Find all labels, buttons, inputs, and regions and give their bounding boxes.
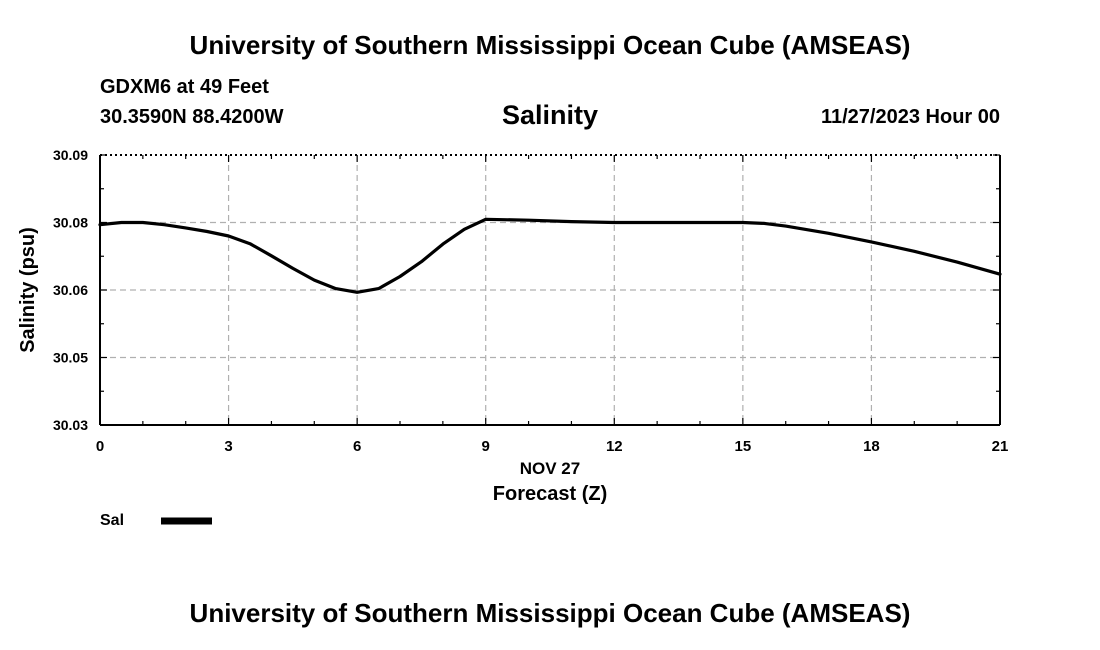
y-tick-label: 30.09 [53,147,88,163]
legend-label: Sal [100,512,124,529]
y-tick-label: 30.08 [53,215,88,231]
x-tick-label: 3 [224,438,232,455]
series-line-sal [98,217,1002,294]
x-axis-date-label: NOV 27 [520,459,580,478]
coordinates-label: 30.3590N 88.4200W [100,106,284,128]
chart-title: Salinity [501,100,599,130]
x-tick-label: 9 [482,438,490,455]
forecast-datetime: 11/27/2023 Hour 00 [820,106,1000,128]
x-tick-label: 6 [353,438,361,455]
x-tick-label: 21 [992,438,1009,455]
page-title: University of Southern Mississippi Ocean… [189,30,911,60]
y-tick-label: 30.03 [53,417,88,433]
y-tick-label: 30.05 [53,350,88,366]
x-tick-label: 15 [735,438,752,455]
footer-title: University of Southern Mississippi Ocean… [189,598,911,628]
station-label: GDXM6 at 49 Feet [100,76,269,98]
x-axis-label: Forecast (Z) [493,483,607,505]
y-axis-label: Salinity (psu) [17,227,39,353]
y-tick-label: 30.06 [53,282,88,298]
x-tick-label: 0 [96,438,104,455]
x-tick-label: 18 [863,438,880,455]
x-tick-label: 12 [606,438,623,455]
